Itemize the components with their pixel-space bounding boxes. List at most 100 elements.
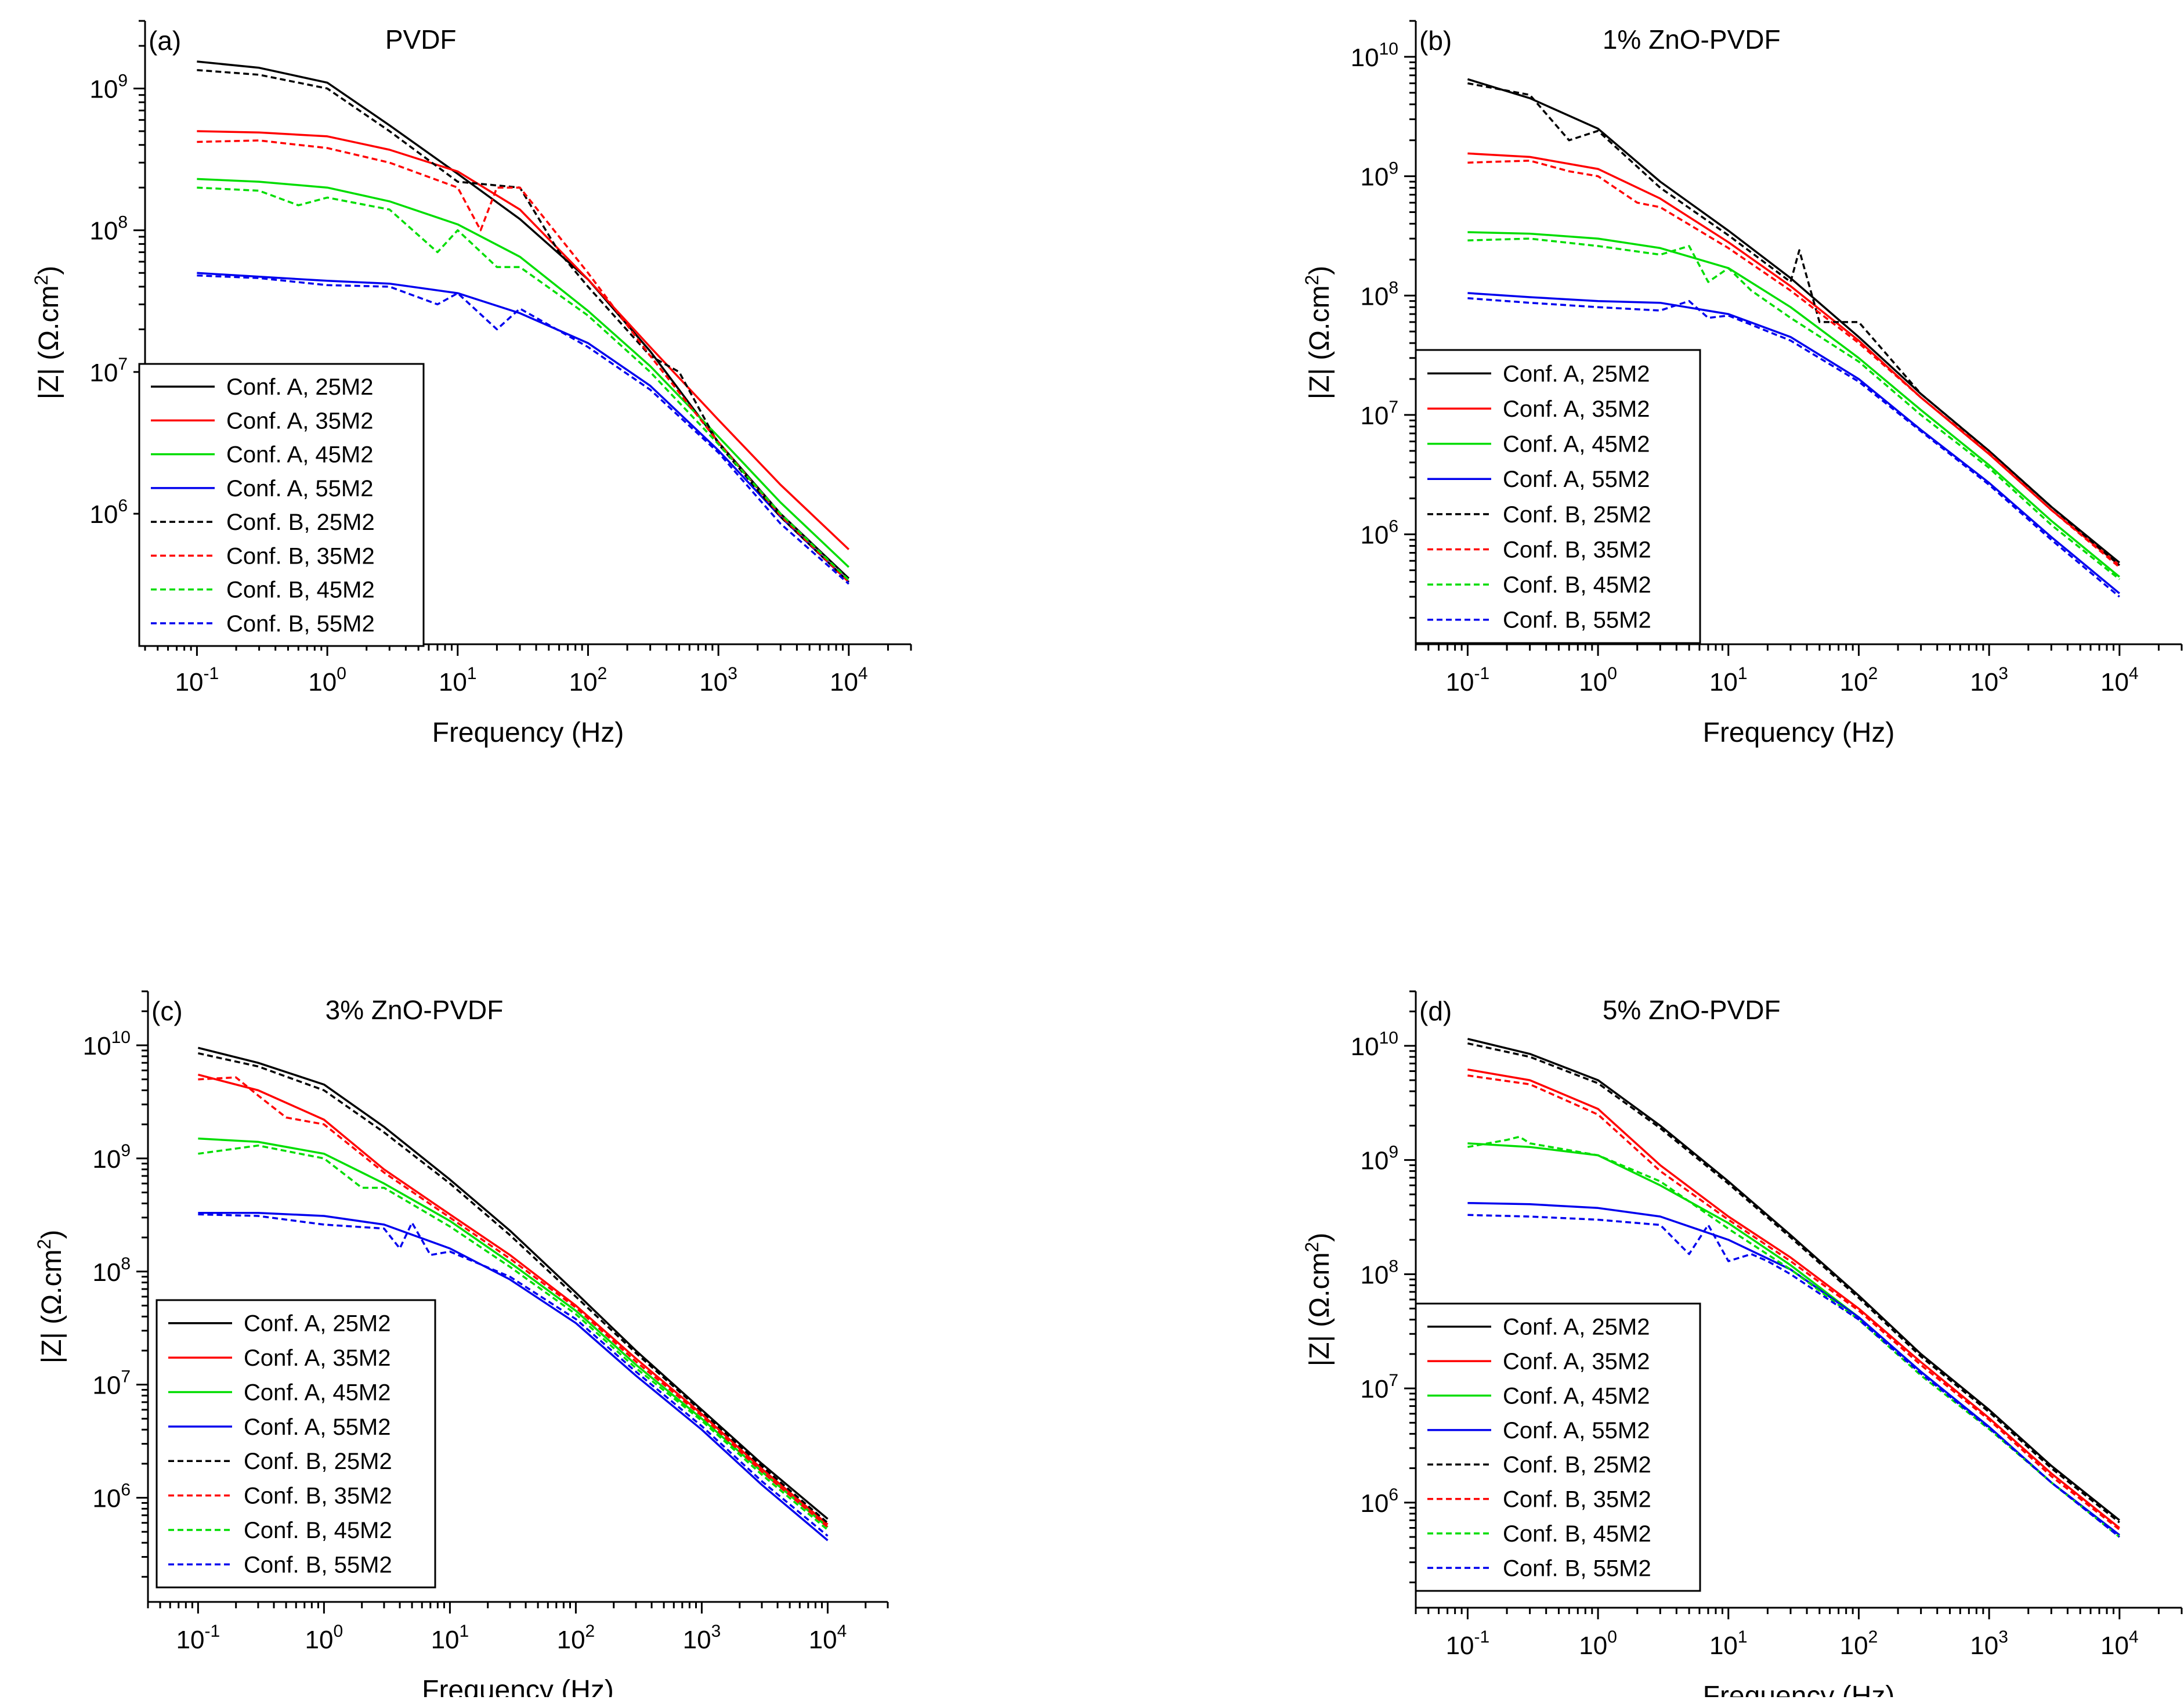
series-line-7 (197, 186, 850, 581)
x-axis-title: Frequency (Hz) (1703, 1681, 1895, 1697)
x-tick-label: 10-1 (1446, 664, 1490, 696)
x-tick-label: 101 (431, 1622, 469, 1654)
legend-label: Conf. A, 25M2 (1503, 361, 1650, 387)
panel-label: (b) (1419, 26, 1452, 56)
series-line-3 (197, 178, 850, 568)
legend-label: Conf. B, 45M2 (226, 578, 375, 603)
legend: Conf. A, 25M2 Conf. A, 35M2 Conf. A, 45M2 C… (1415, 1302, 1701, 1592)
x-axis-title: Frequency (Hz) (432, 717, 624, 748)
legend-label: Conf. B, 55M2 (226, 611, 375, 637)
panel-label: (d) (1419, 996, 1452, 1026)
legend-label: Conf. B, 35M2 (1503, 537, 1651, 562)
series-line-8 (1467, 1214, 2120, 1538)
chart-panel-a: 10-1 100 101 102 103 104 106 107 108 109 Frequency… (31, 20, 912, 748)
series-line-6 (198, 1076, 829, 1528)
x-tick-label: 10-1 (176, 1622, 220, 1654)
series-line-6 (1467, 1074, 2120, 1531)
series-line-5 (198, 1052, 829, 1524)
series-line-6 (1467, 160, 2120, 568)
chart-panel-b: 10-1 100 101 102 103 104 106 107 108 109 1010 Frequ… (1301, 20, 2183, 748)
legend-label: Conf. B, 25M2 (244, 1449, 392, 1474)
x-tick-label: 103 (699, 664, 737, 696)
y-tick-label: 107 (92, 1367, 131, 1400)
legend-label: Conf. B, 25M2 (1503, 1452, 1651, 1478)
legend-label: Conf. A, 45M2 (1503, 432, 1650, 457)
y-tick-label: 106 (1360, 517, 1398, 550)
chart-panel-c: 10-1 100 101 102 103 104 106 107 108 109 1010 Frequ… (34, 990, 889, 1700)
legend-box (1415, 1302, 1701, 1592)
legend-label: Conf. A, 35M2 (226, 408, 373, 434)
series-line-2 (197, 130, 850, 550)
x-tick-label: 102 (569, 664, 608, 696)
series-line-2 (197, 1073, 829, 1525)
x-tick-label: 10-1 (1446, 1627, 1490, 1660)
x-tick-label: 100 (1579, 664, 1617, 696)
legend-label: Conf. B, 35M2 (1503, 1487, 1651, 1513)
legend-label: Conf. B, 55M2 (244, 1552, 392, 1578)
series-line-5 (1467, 1042, 2120, 1524)
y-tick-label: 109 (92, 1141, 131, 1174)
x-tick-label: 100 (305, 1622, 343, 1654)
y-tick-label: 109 (1360, 159, 1398, 192)
y-axis-title: |Z| (Ω.cm2) (34, 1230, 67, 1364)
legend-label: Conf. B, 55M2 (1503, 608, 1651, 633)
y-tick-label: 108 (92, 1254, 131, 1287)
x-tick-label: 101 (1709, 1627, 1748, 1660)
series-line-1 (197, 1046, 829, 1520)
x-tick-label: 104 (809, 1622, 847, 1654)
y-tick-label: 106 (92, 1481, 131, 1513)
panel-title: PVDF (385, 24, 457, 55)
legend-label: Conf. B, 55M2 (1503, 1555, 1651, 1581)
legend: Conf. A, 25M2 Conf. A, 35M2 Conf. A, 45M2 C… (138, 363, 425, 647)
panel-title: 3% ZnO-PVDF (326, 995, 504, 1025)
x-tick-label: 103 (1970, 664, 2008, 696)
x-tick-label: 101 (1709, 664, 1748, 696)
y-tick-label: 106 (1360, 1485, 1398, 1518)
x-axis-title: Frequency (Hz) (422, 1675, 614, 1697)
legend-label: Conf. A, 25M2 (226, 374, 373, 400)
x-tick-label: 102 (557, 1622, 595, 1654)
y-tick-label: 1010 (1351, 39, 1398, 72)
y-tick-label: 109 (1360, 1143, 1398, 1175)
x-axis-title: Frequency (Hz) (1703, 717, 1895, 748)
x-tick-label: 100 (1579, 1627, 1617, 1660)
series-line-4 (1467, 1201, 2120, 1536)
y-tick-label: 109 (89, 71, 128, 104)
x-tick-label: 100 (308, 664, 346, 696)
legend-label: Conf. B, 35M2 (226, 543, 375, 569)
legend-label: Conf. B, 45M2 (1503, 1521, 1651, 1547)
series-line-6 (197, 139, 850, 583)
series-line-3 (198, 1137, 829, 1528)
legend-label: Conf. A, 45M2 (226, 442, 373, 468)
legend-label: Conf. A, 35M2 (244, 1345, 390, 1371)
chart-panel-d: 10-1 100 101 102 103 104 106 107 108 109 1010 Frequ… (1301, 990, 2183, 1700)
y-tick-label: 107 (1360, 1371, 1398, 1403)
x-tick-label: 104 (2100, 1627, 2139, 1660)
y-tick-label: 108 (1360, 1257, 1398, 1289)
x-tick-label: 103 (683, 1622, 721, 1654)
panel-title: 5% ZnO-PVDF (1603, 995, 1781, 1025)
legend-label: Conf. A, 45M2 (244, 1380, 390, 1405)
legend-label: Conf. B, 25M2 (226, 510, 375, 535)
legend-label: Conf. A, 25M2 (1503, 1315, 1650, 1340)
x-tick-label: 104 (830, 664, 868, 696)
panel-title: 1% ZnO-PVDF (1603, 24, 1781, 55)
series-line-4 (198, 1211, 829, 1542)
legend-label: Conf. B, 45M2 (244, 1518, 392, 1543)
legend-label: Conf. A, 55M2 (1503, 467, 1650, 492)
x-tick-label: 104 (2100, 664, 2139, 696)
y-tick-label: 1010 (83, 1028, 131, 1060)
y-tick-label: 107 (1360, 398, 1398, 430)
series-line-8 (1467, 297, 2120, 598)
legend-label: Conf. A, 45M2 (1503, 1383, 1650, 1409)
y-tick-label: 108 (1360, 278, 1398, 311)
y-axis-title: |Z| (Ω.cm2) (31, 266, 64, 400)
x-tick-label: 101 (439, 664, 477, 696)
legend: Conf. A, 25M2 Conf. A, 35M2 Conf. A, 45M2 C… (156, 1299, 436, 1589)
series-line-3 (1467, 231, 2120, 578)
legend-label: Conf. A, 55M2 (226, 476, 373, 501)
series-line-4 (197, 272, 850, 583)
legend-box (138, 363, 425, 647)
y-tick-label: 108 (89, 213, 128, 246)
